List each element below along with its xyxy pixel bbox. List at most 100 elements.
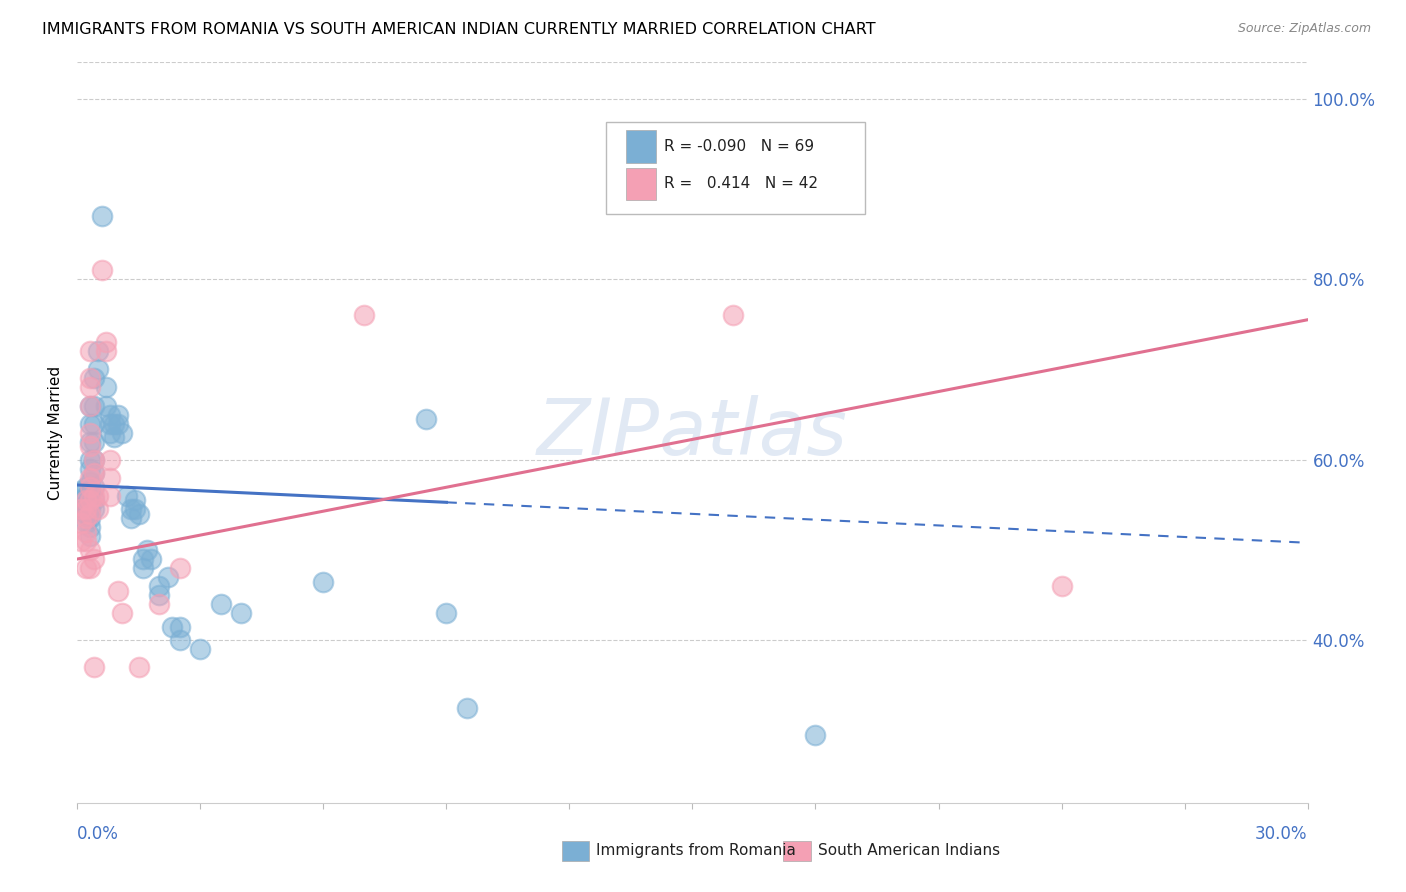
Point	[79, 502, 101, 516]
Point	[169, 633, 191, 648]
Point	[79, 461, 101, 475]
Text: 30.0%: 30.0%	[1256, 825, 1308, 843]
Point	[70, 493, 93, 508]
Point	[79, 399, 101, 413]
FancyBboxPatch shape	[626, 168, 655, 200]
Point	[128, 660, 150, 674]
Point	[436, 606, 458, 620]
Text: R =   0.414   N = 42: R = 0.414 N = 42	[664, 177, 818, 192]
Point	[75, 511, 97, 525]
Point	[79, 371, 101, 385]
Point	[124, 502, 146, 516]
Point	[83, 467, 105, 481]
Point	[79, 543, 101, 558]
Point	[312, 574, 335, 589]
Point	[98, 452, 121, 467]
Point	[188, 642, 212, 657]
Point	[160, 620, 183, 634]
Point	[107, 408, 129, 422]
Point	[83, 480, 105, 494]
Point	[456, 701, 478, 715]
Point	[83, 489, 105, 503]
Point	[103, 430, 125, 444]
Point	[83, 399, 105, 413]
Point	[98, 408, 121, 422]
Point	[169, 620, 191, 634]
Point	[120, 502, 142, 516]
Text: ZIPatlas: ZIPatlas	[537, 394, 848, 471]
Point	[103, 417, 125, 431]
Point	[75, 507, 97, 521]
Point	[83, 434, 105, 449]
Point	[111, 425, 134, 440]
Point	[124, 493, 146, 508]
Point	[90, 209, 114, 223]
Y-axis label: Currently Married: Currently Married	[48, 366, 63, 500]
Point	[120, 511, 142, 525]
Point	[70, 533, 93, 548]
Point	[79, 520, 101, 534]
Point	[83, 467, 105, 481]
Point	[415, 412, 437, 426]
Point	[98, 417, 121, 431]
Point	[141, 552, 163, 566]
Point	[83, 552, 105, 566]
FancyBboxPatch shape	[606, 121, 865, 214]
Point	[70, 484, 93, 499]
Point	[83, 452, 105, 467]
Point	[79, 480, 101, 494]
Point	[156, 570, 179, 584]
Point	[79, 417, 101, 431]
Point	[75, 502, 97, 516]
Point	[75, 524, 97, 539]
Point	[83, 502, 105, 516]
Point	[87, 502, 110, 516]
Point	[79, 452, 101, 467]
Point	[132, 561, 155, 575]
FancyBboxPatch shape	[626, 130, 655, 162]
Point	[115, 489, 138, 503]
Point	[107, 417, 129, 431]
Point	[87, 489, 110, 503]
Point	[128, 507, 150, 521]
Point	[79, 493, 101, 508]
Text: Source: ZipAtlas.com: Source: ZipAtlas.com	[1237, 22, 1371, 36]
Point	[148, 579, 170, 593]
Point	[79, 434, 101, 449]
Point	[79, 344, 101, 359]
Point	[83, 371, 105, 385]
Point	[94, 380, 117, 394]
Point	[87, 344, 110, 359]
Text: IMMIGRANTS FROM ROMANIA VS SOUTH AMERICAN INDIAN CURRENTLY MARRIED CORRELATION C: IMMIGRANTS FROM ROMANIA VS SOUTH AMERICA…	[42, 22, 876, 37]
Point	[70, 500, 93, 514]
Point	[94, 335, 117, 350]
Point	[70, 502, 93, 516]
Point	[83, 493, 105, 508]
Point	[1050, 579, 1073, 593]
Point	[75, 498, 97, 512]
Point	[75, 493, 97, 508]
Point	[79, 380, 101, 394]
Point	[98, 471, 121, 485]
Point	[98, 489, 121, 503]
Point	[75, 489, 97, 503]
Point	[75, 533, 97, 548]
Point	[75, 516, 97, 530]
Point	[79, 493, 101, 508]
Point	[148, 597, 170, 611]
Point	[70, 516, 93, 530]
Point	[353, 308, 375, 322]
Point	[79, 475, 101, 490]
Point	[723, 308, 745, 322]
Point	[79, 529, 101, 543]
Point	[94, 344, 117, 359]
Point	[87, 362, 110, 376]
Point	[79, 507, 101, 521]
Point	[83, 452, 105, 467]
Point	[94, 399, 117, 413]
Point	[98, 425, 121, 440]
Point	[79, 511, 101, 525]
Point	[136, 543, 159, 558]
FancyBboxPatch shape	[783, 840, 811, 861]
Point	[83, 660, 105, 674]
